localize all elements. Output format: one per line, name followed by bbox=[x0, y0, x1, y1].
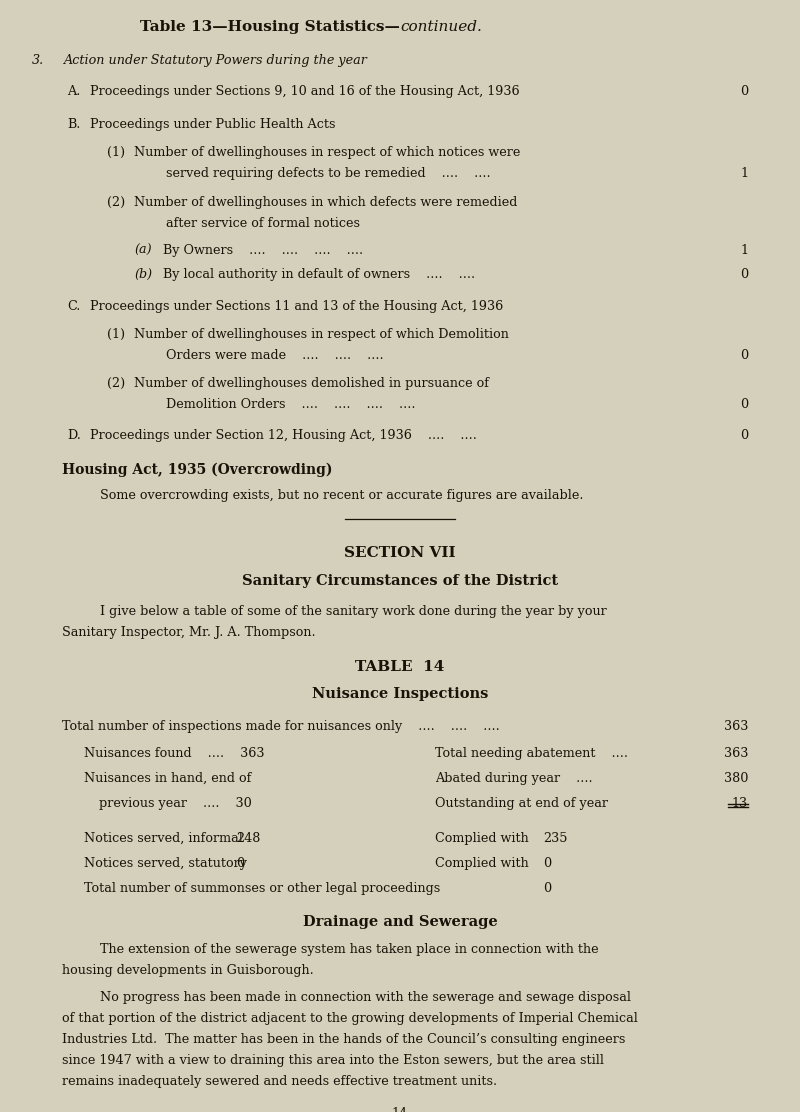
Text: Abated during year    ....: Abated during year .... bbox=[435, 772, 593, 785]
Text: 13: 13 bbox=[732, 797, 748, 810]
Text: (1): (1) bbox=[107, 328, 125, 341]
Text: 0: 0 bbox=[236, 857, 244, 870]
Text: since 1947 with a view to draining this area into the Eston sewers, but the area: since 1947 with a view to draining this … bbox=[62, 1054, 604, 1068]
Text: 0: 0 bbox=[543, 882, 551, 895]
Text: Nuisances found    ....    363: Nuisances found .... 363 bbox=[84, 747, 265, 759]
Text: Action under Statutory Powers during the year: Action under Statutory Powers during the… bbox=[64, 54, 368, 67]
Text: 235: 235 bbox=[543, 832, 567, 845]
Text: Housing Act, 1935 (Overcrowding): Housing Act, 1935 (Overcrowding) bbox=[62, 463, 333, 477]
Text: Total needing abatement    ....: Total needing abatement .... bbox=[435, 747, 628, 759]
Text: Notices served, informal: Notices served, informal bbox=[84, 832, 243, 845]
Text: (a): (a) bbox=[134, 244, 152, 257]
Text: Some overcrowding exists, but no recent or accurate figures are available.: Some overcrowding exists, but no recent … bbox=[100, 489, 583, 502]
Text: Proceedings under Sections 9, 10 and 16 of the Housing Act, 1936: Proceedings under Sections 9, 10 and 16 … bbox=[90, 85, 520, 98]
Text: B.: B. bbox=[67, 118, 80, 131]
Text: 0: 0 bbox=[740, 429, 748, 441]
Text: Demolition Orders    ....    ....    ....    ....: Demolition Orders .... .... .... .... bbox=[166, 398, 415, 411]
Text: Total number of inspections made for nuisances only    ....    ....    ....: Total number of inspections made for nui… bbox=[62, 719, 500, 733]
Text: Nuisances in hand, end of: Nuisances in hand, end of bbox=[84, 772, 251, 785]
Text: (1): (1) bbox=[107, 146, 125, 159]
Text: Number of dwellinghouses demolished in pursuance of: Number of dwellinghouses demolished in p… bbox=[134, 377, 489, 390]
Text: 14: 14 bbox=[392, 1108, 408, 1112]
Text: served requiring defects to be remedied    ....    ....: served requiring defects to be remedied … bbox=[166, 167, 490, 180]
Text: SECTION VII: SECTION VII bbox=[344, 546, 456, 560]
Text: Proceedings under Section 12, Housing Act, 1936    ....    ....: Proceedings under Section 12, Housing Ac… bbox=[90, 429, 477, 441]
Text: (2): (2) bbox=[107, 196, 126, 209]
Text: Sanitary Circumstances of the District: Sanitary Circumstances of the District bbox=[242, 574, 558, 588]
Text: Number of dwellinghouses in which defects were remedied: Number of dwellinghouses in which defect… bbox=[134, 196, 518, 209]
Text: By Owners    ....    ....    ....    ....: By Owners .... .... .... .... bbox=[163, 244, 363, 257]
Text: Number of dwellinghouses in respect of which Demolition: Number of dwellinghouses in respect of w… bbox=[134, 328, 509, 341]
Text: A.: A. bbox=[67, 85, 80, 98]
Text: 0: 0 bbox=[740, 85, 748, 98]
Text: 0: 0 bbox=[740, 349, 748, 363]
Text: housing developments in Guisborough.: housing developments in Guisborough. bbox=[62, 964, 314, 977]
Text: 248: 248 bbox=[236, 832, 260, 845]
Text: 0: 0 bbox=[740, 268, 748, 281]
Text: 380: 380 bbox=[724, 772, 748, 785]
Text: I give below a table of some of the sanitary work done during the year by your: I give below a table of some of the sani… bbox=[100, 605, 606, 618]
Text: 0: 0 bbox=[543, 857, 551, 870]
Text: 1: 1 bbox=[740, 167, 748, 180]
Text: Number of dwellinghouses in respect of which notices were: Number of dwellinghouses in respect of w… bbox=[134, 146, 520, 159]
Text: Notices served, statutory: Notices served, statutory bbox=[84, 857, 247, 870]
Text: Drainage and Sewerage: Drainage and Sewerage bbox=[302, 915, 498, 929]
Text: Nuisance Inspections: Nuisance Inspections bbox=[312, 687, 488, 701]
Text: TABLE  14: TABLE 14 bbox=[355, 661, 445, 674]
Text: (b): (b) bbox=[134, 268, 152, 281]
Text: The extension of the sewerage system has taken place in connection with the: The extension of the sewerage system has… bbox=[100, 943, 598, 956]
Text: Complied with: Complied with bbox=[435, 857, 529, 870]
Text: Proceedings under Public Health Acts: Proceedings under Public Health Acts bbox=[90, 118, 335, 131]
Text: 363: 363 bbox=[724, 719, 748, 733]
Text: after service of formal notices: after service of formal notices bbox=[166, 217, 360, 230]
Text: previous year    ....    30: previous year .... 30 bbox=[99, 797, 252, 810]
Text: Complied with: Complied with bbox=[435, 832, 529, 845]
Text: remains inadequately sewered and needs effective treatment units.: remains inadequately sewered and needs e… bbox=[62, 1075, 497, 1088]
Text: 363: 363 bbox=[724, 747, 748, 759]
Text: Industries Ltd.  The matter has been in the hands of the Council’s consulting en: Industries Ltd. The matter has been in t… bbox=[62, 1033, 626, 1046]
Text: Proceedings under Sections 11 and 13 of the Housing Act, 1936: Proceedings under Sections 11 and 13 of … bbox=[90, 300, 503, 312]
Text: Outstanding at end of year: Outstanding at end of year bbox=[435, 797, 608, 810]
Text: By local authority in default of owners    ....    ....: By local authority in default of owners … bbox=[163, 268, 475, 281]
Text: Table 13—Housing Statistics—: Table 13—Housing Statistics— bbox=[140, 20, 400, 34]
Text: Total number of summonses or other legal proceedings: Total number of summonses or other legal… bbox=[84, 882, 440, 895]
Text: of that portion of the district adjacent to the growing developments of Imperial: of that portion of the district adjacent… bbox=[62, 1012, 638, 1025]
Text: Sanitary Inspector, Mr. J. A. Thompson.: Sanitary Inspector, Mr. J. A. Thompson. bbox=[62, 626, 316, 639]
Text: 0: 0 bbox=[740, 398, 748, 411]
Text: continued.: continued. bbox=[400, 20, 482, 34]
Text: 1: 1 bbox=[740, 244, 748, 257]
Text: 3.: 3. bbox=[32, 54, 44, 67]
Text: (2): (2) bbox=[107, 377, 126, 390]
Text: C.: C. bbox=[67, 300, 80, 312]
Text: D.: D. bbox=[67, 429, 81, 441]
Text: Orders were made    ....    ....    ....: Orders were made .... .... .... bbox=[166, 349, 384, 363]
Text: No progress has been made in connection with the sewerage and sewage disposal: No progress has been made in connection … bbox=[100, 991, 631, 1004]
